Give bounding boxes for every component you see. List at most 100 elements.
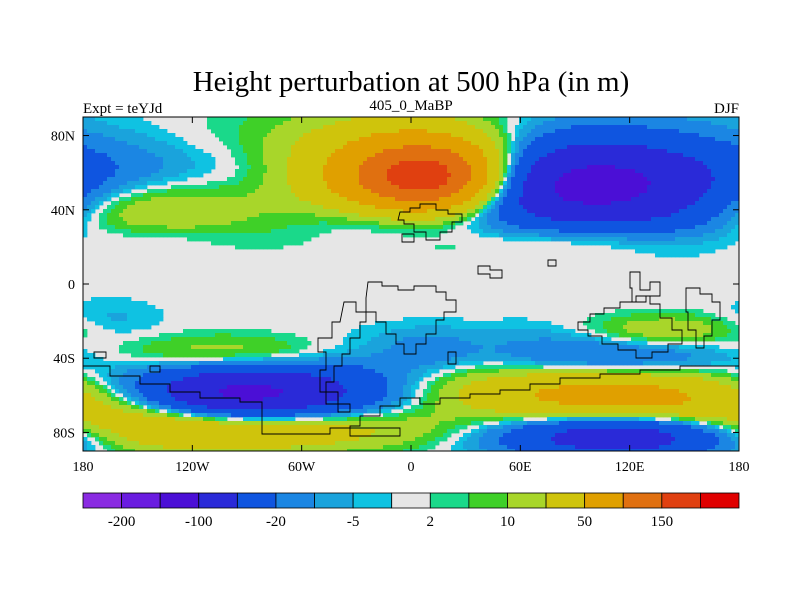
contour-cell [579, 177, 584, 182]
contour-cell [335, 141, 340, 146]
contour-cell [591, 117, 596, 122]
contour-cell [231, 233, 236, 238]
contour-cell [231, 177, 236, 182]
contour-cell [143, 125, 148, 130]
contour-cell [643, 169, 648, 174]
contour-cell [243, 237, 248, 242]
contour-cell [111, 201, 116, 206]
contour-cell [539, 145, 544, 150]
contour-cell [639, 169, 644, 174]
contour-cell [311, 141, 316, 146]
contour-cell [111, 297, 116, 302]
contour-cell [611, 233, 616, 238]
contour-cell [467, 153, 472, 158]
contour-cell [591, 229, 596, 234]
contour-cell [735, 181, 739, 186]
contour-cell [491, 189, 496, 194]
contour-cell [723, 173, 728, 178]
contour-cell [659, 249, 664, 254]
contour-cell [451, 201, 456, 206]
contour-cell [611, 177, 616, 182]
contour-cell [519, 181, 524, 186]
contour-cell [707, 149, 712, 154]
contour-cell [103, 129, 108, 134]
contour-cell [735, 161, 739, 166]
contour-cell [99, 185, 104, 190]
contour-cell [707, 221, 712, 226]
contour-cell [135, 217, 140, 222]
contour-cell [287, 153, 292, 158]
contour-cell [543, 189, 548, 194]
contour-cell [627, 217, 632, 222]
contour-cell [523, 229, 528, 234]
contour-cell [331, 145, 336, 150]
contour-cell [479, 125, 484, 130]
contour-cell [515, 137, 520, 142]
contour-cell [363, 161, 368, 166]
contour-cell [703, 133, 708, 138]
contour-cell [723, 157, 728, 162]
contour-cell [715, 169, 720, 174]
contour-cell [383, 161, 388, 166]
contour-cell [443, 177, 448, 182]
contour-cell [619, 185, 624, 190]
contour-cell [675, 177, 680, 182]
contour-cell [699, 233, 704, 238]
contour-cell [331, 181, 336, 186]
contour-cell [487, 133, 492, 138]
contour-cell [99, 129, 104, 134]
contour-cell [675, 165, 680, 170]
contour-cell [635, 221, 640, 226]
contour-cell [731, 121, 736, 126]
contour-cell [223, 193, 228, 198]
contour-cell [443, 145, 448, 150]
contour-cell [171, 173, 176, 178]
contour-cell [167, 137, 172, 142]
contour-cell [595, 173, 600, 178]
contour-cell [83, 305, 88, 310]
contour-cell [575, 181, 580, 186]
contour-cell [563, 225, 568, 230]
contour-cell [275, 173, 280, 178]
contour-cell [115, 205, 120, 210]
contour-cell [447, 245, 452, 250]
contour-cell [111, 309, 116, 314]
contour-cell [407, 169, 412, 174]
contour-cell [715, 221, 720, 226]
contour-cell [95, 161, 100, 166]
contour-cell [687, 169, 692, 174]
contour-cell [207, 161, 212, 166]
contour-cell [431, 121, 436, 126]
contour-cell [551, 157, 556, 162]
contour-cell [139, 193, 144, 198]
contour-cell [435, 137, 440, 142]
contour-cell [691, 145, 696, 150]
contour-cell [167, 201, 172, 206]
contour-cell [147, 205, 152, 210]
contour-cell [403, 121, 408, 126]
contour-cell [295, 129, 300, 134]
contour-cell [635, 185, 640, 190]
contour-cell [103, 173, 108, 178]
contour-cell [339, 185, 344, 190]
contour-cell [279, 209, 284, 214]
contour-cell [571, 161, 576, 166]
contour-cell [327, 209, 332, 214]
contour-cell [163, 137, 168, 142]
contour-cell [199, 221, 204, 226]
contour-cell [547, 181, 552, 186]
contour-cell [503, 213, 508, 218]
contour-cell [647, 145, 652, 150]
contour-cell [275, 205, 280, 210]
contour-cell [723, 197, 728, 202]
contour-cell [727, 193, 732, 198]
contour-cell [551, 149, 556, 154]
contour-cell [567, 197, 572, 202]
contour-cell [307, 181, 312, 186]
contour-cell [499, 133, 504, 138]
contour-cell [671, 177, 676, 182]
contour-cell [199, 193, 204, 198]
contour-cell [319, 225, 324, 230]
contour-cell [583, 233, 588, 238]
contour-cell [615, 165, 620, 170]
